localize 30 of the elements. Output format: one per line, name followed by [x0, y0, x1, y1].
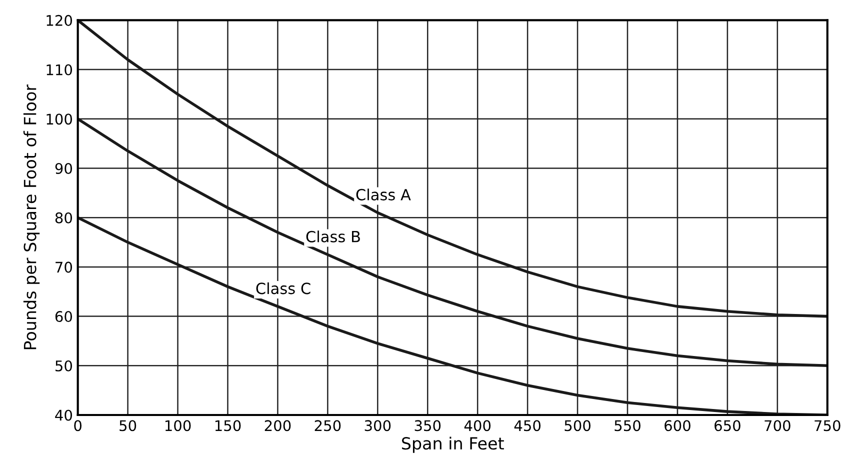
y-tick-label: 50 [56, 360, 72, 372]
x-tick-label: 350 [414, 420, 441, 432]
x-tick-label: 650 [714, 420, 740, 432]
y-tick-label: 120 [46, 14, 72, 26]
x-tick-label: 200 [264, 420, 291, 432]
y-tick-label: 70 [56, 262, 72, 273]
series-label: Class A [356, 188, 411, 200]
x-tick-label: 500 [564, 420, 590, 432]
x-tick-label: 300 [364, 420, 391, 432]
x-tick-label: 150 [215, 420, 241, 432]
x-tick-label: 100 [165, 420, 191, 432]
x-tick-label: 600 [664, 420, 690, 432]
x-axis-title: Span in Feet [402, 436, 504, 453]
series-label: Class B [306, 230, 360, 242]
x-tick-label: 400 [464, 420, 491, 432]
y-tick-label: 40 [55, 410, 72, 421]
series-label: Class C [256, 282, 310, 294]
x-tick-label: 700 [764, 420, 790, 432]
y-tick-label: 110 [46, 64, 72, 76]
x-tick-label: 0 [74, 420, 82, 432]
x-tick-label: 250 [314, 420, 341, 432]
x-tick-label: 550 [614, 420, 640, 432]
x-tick-label: 450 [514, 420, 541, 432]
x-tick-label: 750 [814, 420, 840, 432]
y-tick-label: 60 [55, 311, 72, 322]
y-tick-label: 90 [55, 162, 72, 174]
y-tick-label: 100 [46, 114, 72, 125]
x-tick-label: 50 [120, 420, 136, 432]
y-axis-title: Pounds per Square Foot of Floor [23, 84, 40, 350]
y-tick-label: 80 [55, 212, 72, 224]
